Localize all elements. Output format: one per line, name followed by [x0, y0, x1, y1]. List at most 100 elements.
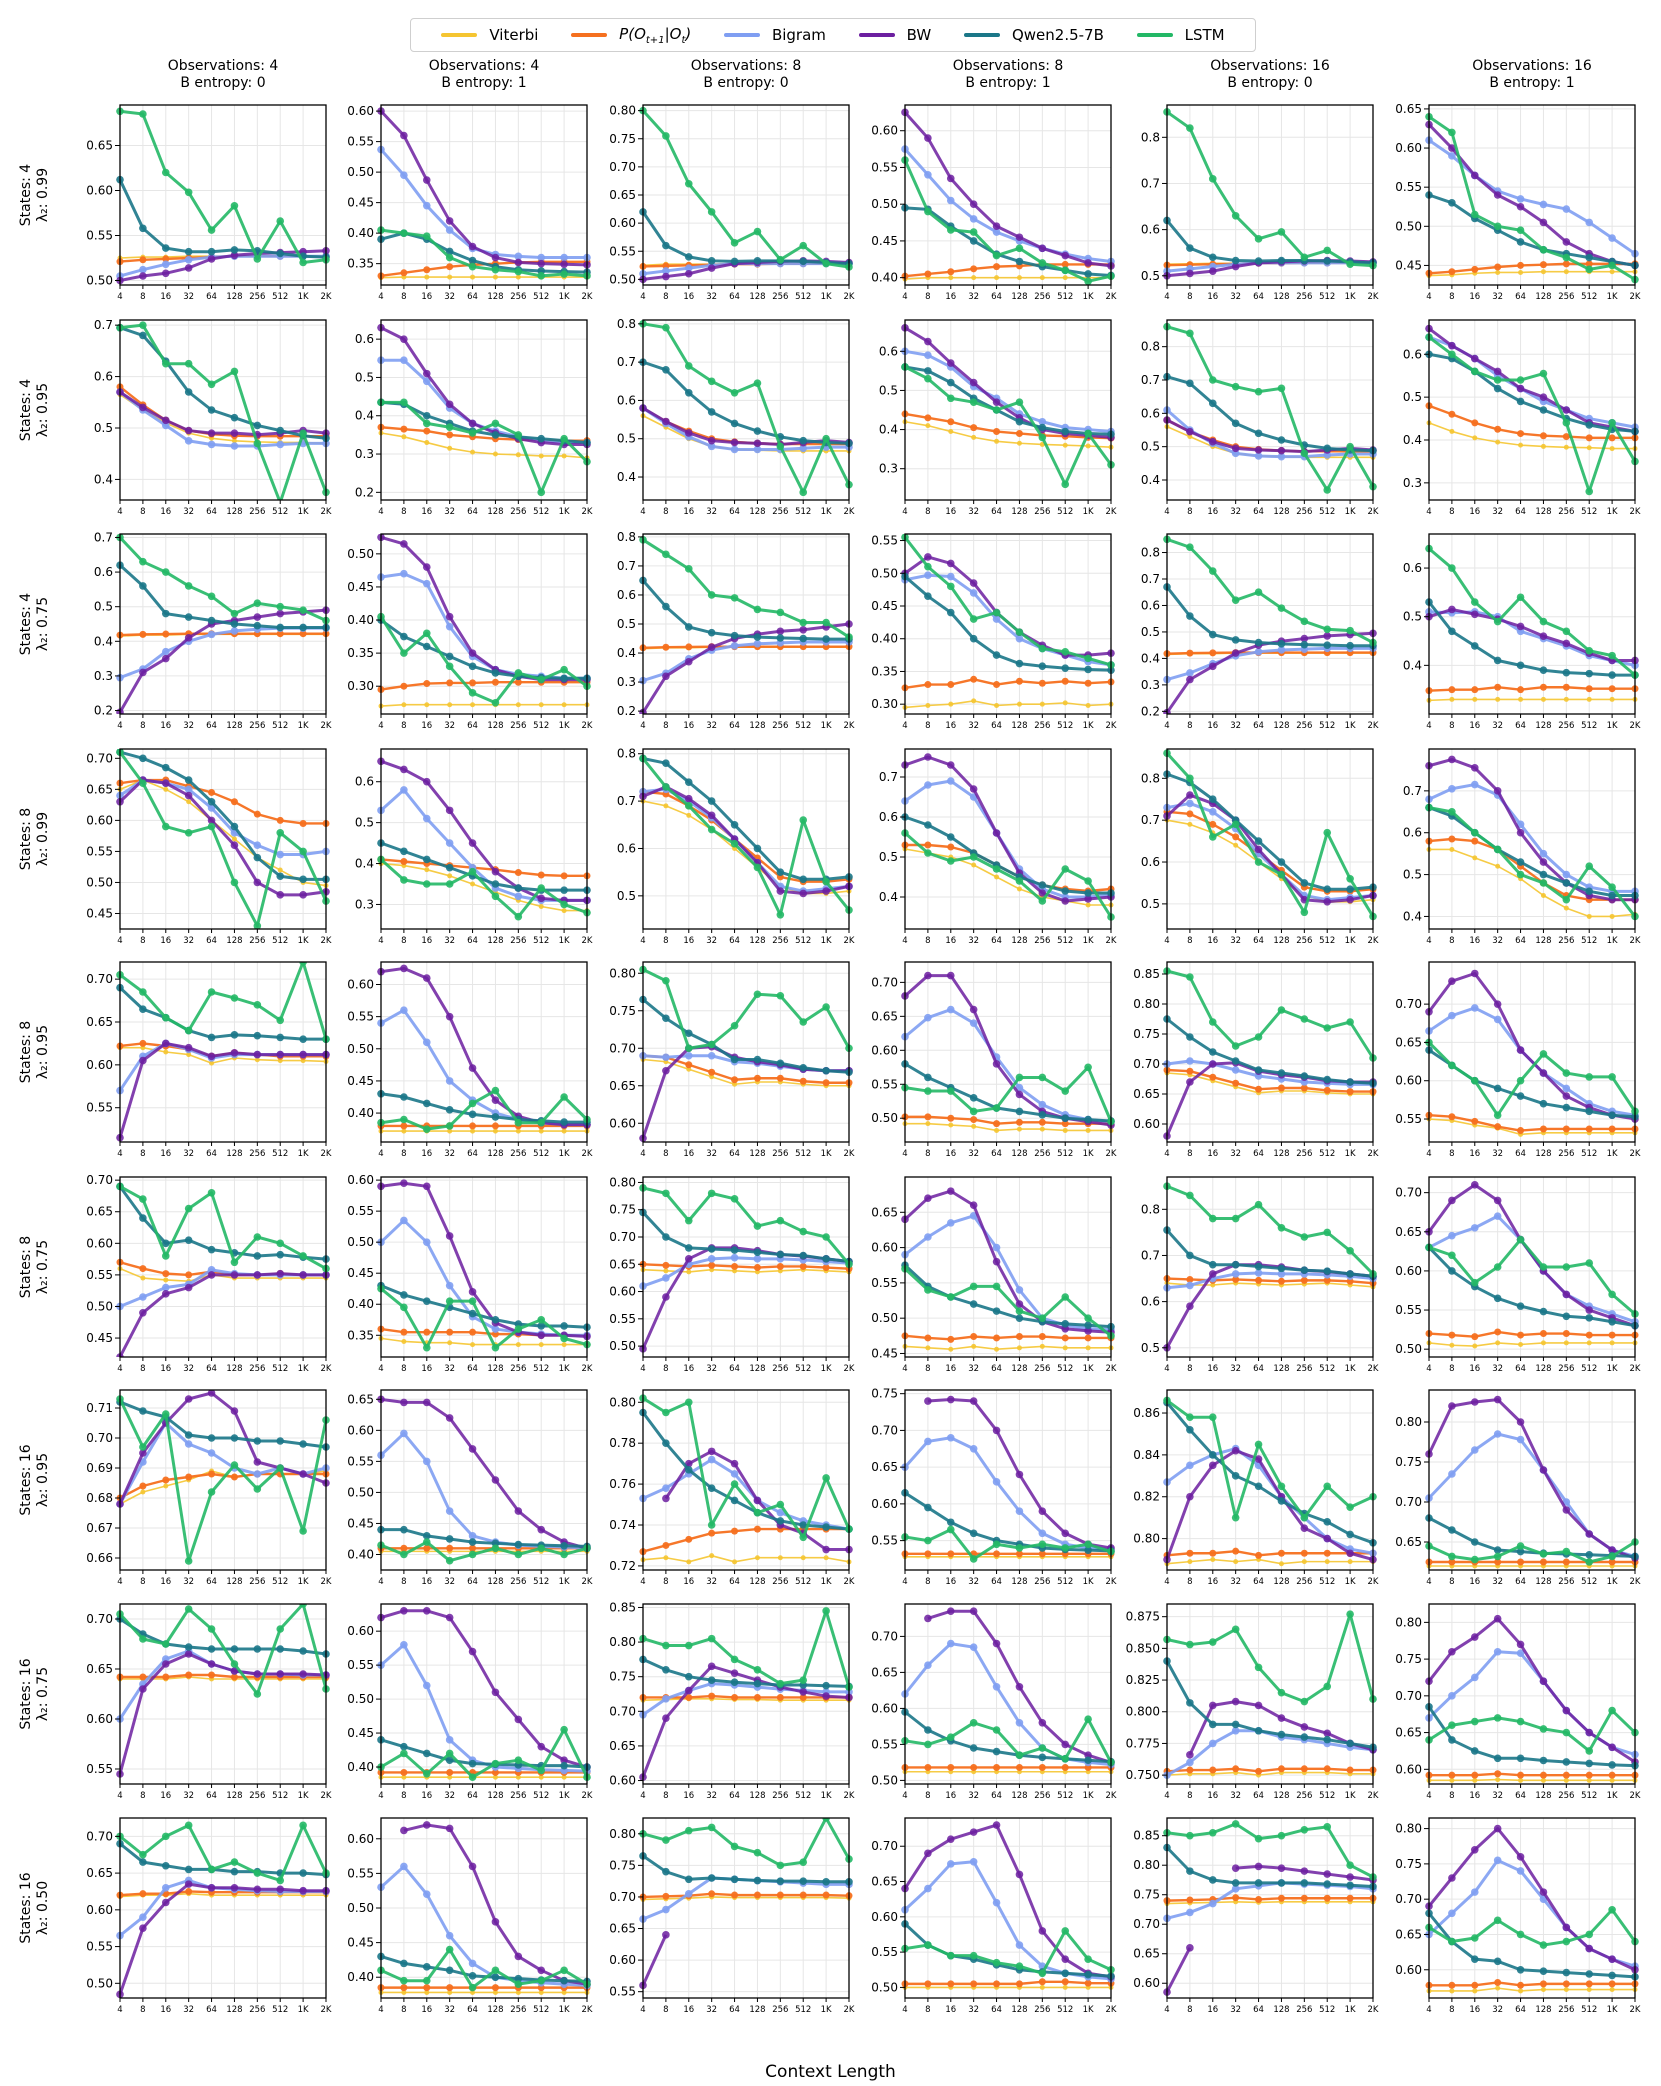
row-label-states: States: 4 — [18, 593, 34, 656]
data-point-qwen — [1323, 1267, 1332, 1275]
data-point-lstm — [491, 419, 500, 428]
data-point-lstm — [184, 1026, 193, 1035]
data-point-lstm — [445, 880, 454, 888]
data-point-qwen — [1608, 1317, 1616, 1326]
data-point-pnext — [993, 428, 1001, 436]
data-point-lstm — [276, 217, 285, 225]
data-point-bigram — [1254, 647, 1263, 656]
x-tick-label: 32 — [183, 721, 194, 731]
data-point-qwen — [1470, 1538, 1479, 1546]
data-point-bw — [1323, 1534, 1332, 1543]
data-point-pnext — [276, 816, 284, 824]
series-line-viterbi — [1428, 1342, 1635, 1347]
data-point-qwen — [1493, 1084, 1502, 1093]
data-point-bw — [230, 1271, 239, 1279]
y-tick-label: 0.70 — [1395, 1495, 1422, 1509]
data-point-pnext — [1346, 1088, 1354, 1096]
data-point-lstm — [1231, 211, 1240, 220]
x-tick-label: 128 — [487, 507, 503, 517]
data-point-bw — [969, 1201, 978, 1210]
data-point-bw — [1208, 1060, 1217, 1068]
y-tick-label: 0.35 — [347, 257, 374, 271]
data-point-pnext — [162, 1270, 170, 1278]
row-label-states: States: 8 — [18, 1021, 34, 1083]
data-point-lstm — [1254, 1200, 1263, 1209]
data-point-lstm — [1254, 588, 1263, 597]
data-point-viterbi — [1016, 701, 1022, 707]
data-point-qwen — [1539, 1099, 1548, 1108]
data-point-qwen — [1323, 1518, 1332, 1526]
data-point-qwen — [1493, 1294, 1502, 1303]
data-point-qwen — [730, 631, 739, 640]
data-point-bw — [1470, 1398, 1479, 1406]
data-point-bw — [161, 416, 170, 425]
plot-frame — [642, 1176, 850, 1358]
data-point-viterbi — [424, 702, 430, 708]
y-tick-label: 0.70 — [1395, 997, 1422, 1011]
y-tick-label: 0.2 — [94, 704, 113, 718]
y-tick-label: 0.7 — [1141, 813, 1160, 827]
y-tick-label: 0.4 — [1141, 651, 1160, 665]
data-point-qwen — [1608, 1111, 1616, 1119]
series-line-bw — [380, 1397, 588, 1550]
row-label: States: 16 λ₂: 0.75 — [18, 1658, 51, 1729]
data-point-lstm — [753, 605, 762, 614]
series-line-bw — [903, 111, 1112, 268]
data-point-viterbi — [948, 275, 954, 281]
x-tick-label: 8 — [140, 292, 145, 302]
data-point-bw — [537, 259, 546, 268]
data-point-qwen — [1585, 253, 1594, 262]
x-tick-label: 1K — [298, 1577, 309, 1587]
data-point-lstm — [207, 1488, 216, 1496]
data-point-qwen — [1231, 256, 1240, 265]
x-tick-label: 2K — [582, 292, 593, 302]
data-point-bw — [1562, 1290, 1571, 1299]
data-point-bigram — [1254, 1269, 1263, 1277]
y-tick-label: 0.55 — [86, 1268, 113, 1282]
data-point-qwen — [299, 623, 307, 632]
data-point-viterbi — [163, 1049, 169, 1055]
data-point-pnext — [1539, 1558, 1547, 1566]
data-point-viterbi — [401, 702, 407, 708]
data-point-pnext — [731, 1262, 739, 1270]
x-tick-label: 512 — [1319, 507, 1335, 517]
data-point-bigram — [445, 1077, 454, 1085]
x-tick-label: 4 — [117, 936, 122, 946]
data-point-lstm — [537, 488, 546, 497]
data-point-viterbi — [663, 1555, 669, 1561]
data-point-pnext — [708, 1529, 716, 1537]
y-tick-label: 0.2 — [1141, 704, 1160, 718]
data-point-viterbi — [515, 452, 521, 458]
data-point-viterbi — [994, 275, 1000, 281]
data-point-viterbi — [1563, 444, 1569, 450]
x-tick-label: 512 — [1581, 292, 1597, 302]
data-point-qwen — [1346, 1078, 1354, 1086]
data-point-pnext — [970, 1333, 978, 1341]
data-point-bigram — [730, 445, 739, 454]
data-point-bw — [1539, 858, 1548, 866]
data-point-qwen — [560, 1322, 568, 1330]
x-tick-label: 128 — [487, 292, 503, 302]
row-label-states: States: 16 — [18, 1444, 34, 1515]
series-line-pnext — [380, 681, 587, 691]
data-point-qwen — [400, 847, 408, 856]
series-line-lstm — [1428, 547, 1636, 677]
data-point-bw — [1084, 259, 1092, 267]
data-point-bigram — [139, 1293, 147, 1301]
x-tick-label: 128 — [1011, 507, 1027, 517]
series-line-bigram — [1166, 646, 1373, 682]
data-point-bw — [1470, 171, 1479, 180]
series-line-bigram — [118, 1649, 326, 1720]
legend-pnext-sub1: t+1 — [645, 34, 665, 46]
x-tick-label: 8 — [401, 936, 406, 946]
data-point-qwen — [207, 1245, 216, 1254]
data-point-pnext — [993, 1120, 1001, 1128]
x-tick-label: 512 — [1057, 507, 1073, 517]
data-point-lstm — [299, 606, 307, 614]
x-tick-label: 128 — [1273, 1577, 1289, 1587]
x-tick-label: 4 — [378, 507, 383, 517]
data-point-pnext — [1494, 1328, 1502, 1336]
y-tick-label: 0.60 — [1395, 1074, 1422, 1088]
x-tick-label: 128 — [1011, 721, 1027, 731]
x-tick-label: 8 — [663, 292, 668, 302]
